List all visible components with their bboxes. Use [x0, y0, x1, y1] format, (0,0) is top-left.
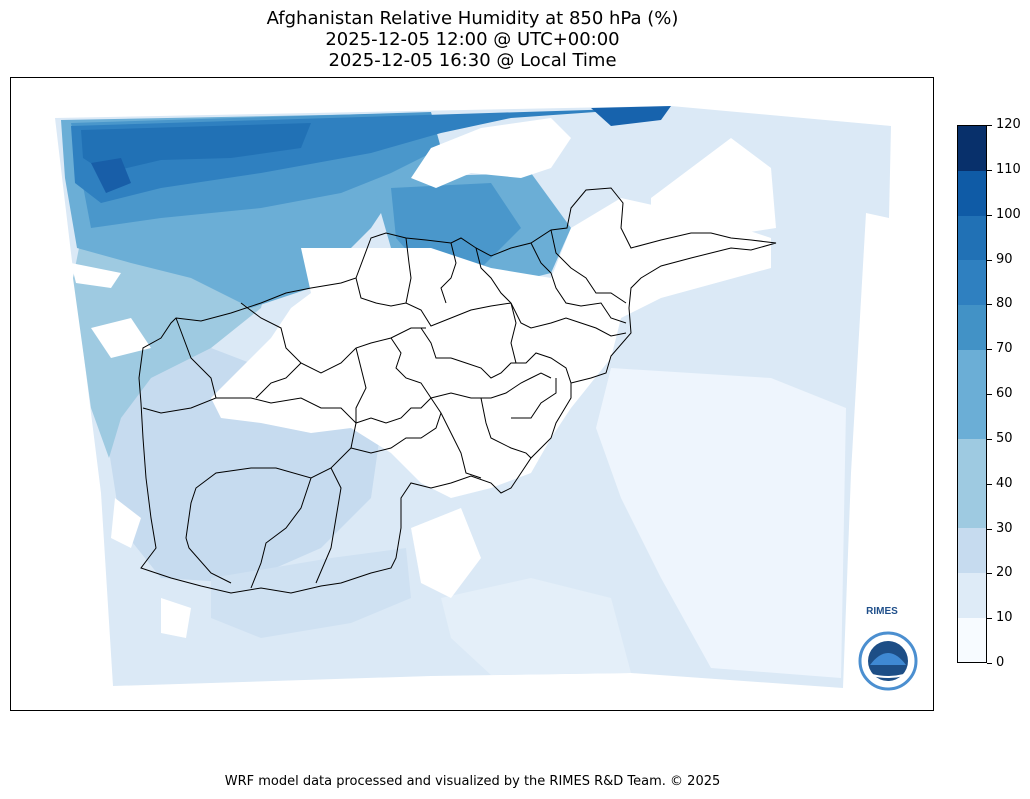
colorbar-tick-label: 20 — [996, 565, 1013, 581]
humidity-map — [55, 106, 918, 691]
low-humidity-east — [596, 368, 846, 678]
colorbar-tick — [987, 214, 992, 216]
colorbar-band — [958, 349, 986, 395]
colorbar-tick — [987, 528, 992, 530]
colorbar-band — [958, 304, 986, 350]
rh-90-100-core-2 — [91, 158, 131, 193]
colorbar-tick — [987, 125, 992, 126]
map-title: Afghanistan Relative Humidity at 850 hPa… — [0, 8, 945, 71]
rh-10-20-northeast — [811, 128, 889, 213]
colorbar-tick-label: 90 — [996, 251, 1013, 267]
colorbar-band — [958, 572, 986, 618]
colorbar-tick-label: 0 — [996, 655, 1005, 670]
colorbar-tick-label: 60 — [996, 386, 1013, 401]
colorbar-tick-label: 80 — [996, 296, 1013, 312]
white-hole-sw2 — [161, 598, 191, 638]
white-hole-north — [411, 118, 571, 188]
colorbar-tick-label: 70 — [996, 341, 1013, 357]
rh-80-90-core — [81, 123, 311, 173]
rh-90-100-core — [591, 106, 671, 126]
colorbar-band — [958, 260, 986, 306]
white-hole-east — [651, 138, 776, 238]
colorbar-tick — [987, 304, 992, 306]
colorbar-tick — [987, 573, 992, 575]
colorbar-tick — [987, 483, 992, 485]
colorbar-tick — [987, 618, 992, 620]
white-hole-sw — [111, 498, 141, 548]
white-hole-south — [411, 508, 481, 598]
colorbar-band — [958, 528, 986, 574]
colorbar-tick-label: 120 — [996, 117, 1021, 132]
colorbar-labels: 0 10 20 30 40 50 60 70 80 90 100 110 120 — [987, 118, 1030, 670]
colorbar-tick-label: 10 — [996, 610, 1013, 626]
footer-credit: WRF model data processed and visualized … — [224, 774, 721, 789]
low-humidity-east-2 — [441, 578, 631, 675]
colorbar-tick-label: 50 — [996, 430, 1013, 446]
province-boundaries — [138, 187, 777, 594]
title-line-1: Afghanistan Relative Humidity at 850 hPa… — [266, 8, 679, 29]
white-hole-w — [71, 263, 121, 288]
colorbar-band — [958, 483, 986, 529]
rh-30-40-south — [211, 548, 411, 638]
colorbar-tick-label: 110 — [996, 161, 1021, 177]
colorbar-band — [958, 126, 986, 172]
colorbar-band — [958, 215, 986, 261]
colorbar-tick-label: 30 — [996, 520, 1013, 536]
colorbar-tick — [987, 438, 992, 440]
colorbar-band — [958, 170, 986, 216]
map-panel[interactable] — [10, 77, 934, 711]
white-hole-w2 — [91, 318, 151, 358]
colorbar-tick-label: 40 — [996, 475, 1013, 491]
colorbar-tick — [987, 259, 992, 261]
title-line-3: 2025-12-05 16:30 @ Local Time — [328, 50, 617, 71]
colorbar-tick-label: 100 — [996, 206, 1021, 222]
title-line-2: 2025-12-05 12:00 @ UTC+00:00 — [325, 29, 620, 50]
rimes-logo-label: RIMES — [866, 606, 898, 617]
colorbar-band — [958, 394, 986, 440]
rimes-logo-graphic — [858, 631, 918, 691]
colorbar-tick — [987, 169, 992, 171]
colorbar-band — [958, 617, 986, 662]
colorbar-band — [958, 438, 986, 484]
colorbar-tick — [987, 663, 992, 664]
colorbar — [957, 125, 987, 663]
rimes-logo: RIMES — [847, 553, 917, 623]
colorbar-tick — [987, 349, 992, 351]
colorbar-tick — [987, 394, 992, 395]
country-outline — [138, 187, 777, 594]
white-hole-center — [211, 198, 771, 498]
